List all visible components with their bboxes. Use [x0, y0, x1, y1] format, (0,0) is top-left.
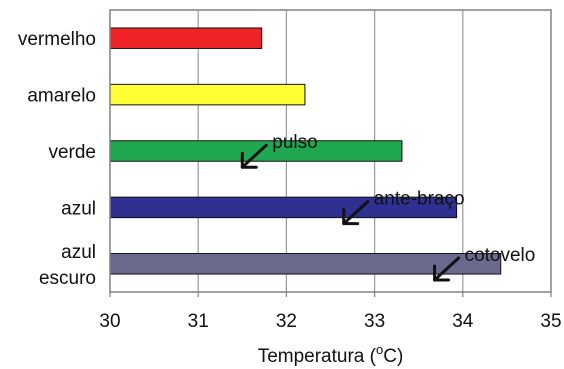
category-label-azul-escuro: azul escuro	[39, 242, 96, 289]
annotation-arrow-pulso	[240, 143, 268, 169]
x-tick-label-35: 35	[540, 311, 561, 332]
category-label-line: escuro	[39, 268, 96, 289]
category-label-line: azul	[61, 198, 96, 219]
category-labels: vermelho amarelo verde azul azul escuro	[18, 29, 96, 289]
category-label-line: verde	[48, 142, 96, 163]
x-tick-label-33: 33	[364, 311, 385, 332]
category-label-line: vermelho	[18, 29, 96, 50]
x-axis-title-main: Temperatura (	[258, 346, 377, 367]
x-tick-label-32: 32	[276, 311, 297, 332]
category-label-line: azul	[61, 242, 96, 263]
annotation-arrow-ante-bra-o	[342, 200, 370, 226]
category-label-azul: azul	[61, 198, 96, 219]
annotation-arrowhead-pulso	[240, 151, 258, 169]
annotation-label-pulso: pulso	[272, 132, 317, 153]
x-tick-label-31: 31	[188, 311, 209, 332]
bar-azul-escuro	[109, 253, 502, 275]
bar-verde	[109, 140, 403, 162]
x-axis-title-sup: o	[376, 342, 383, 357]
annotation-arrowhead-cotovelo	[433, 264, 451, 282]
x-tick-label-34: 34	[452, 311, 474, 332]
annotation-label-cotovelo: cotovelo	[465, 245, 536, 266]
category-label-verde: verde	[48, 142, 96, 163]
category-label-vermelho: vermelho	[18, 29, 96, 50]
x-axis-title: Temperatura (oC)	[258, 342, 404, 367]
category-label-line: amarelo	[27, 86, 96, 107]
bar-amarelo	[109, 83, 306, 106]
x-axis-ticks: 30 31 32 33 34 35	[99, 292, 562, 332]
x-axis-title-end: C)	[383, 346, 403, 367]
annotations: pulso ante-braço cotovelo	[240, 132, 536, 282]
annotation-label-ante-bra-o: ante-braço	[374, 189, 465, 210]
annotation-arrow-cotovelo	[433, 256, 461, 282]
category-label-amarelo: amarelo	[27, 86, 96, 107]
bar-vermelho	[109, 27, 263, 49]
annotation-arrowhead-ante-bra-o	[342, 208, 360, 226]
x-tick-label-30: 30	[99, 311, 120, 332]
plot-area-frame	[109, 9, 552, 293]
bars	[109, 27, 502, 275]
